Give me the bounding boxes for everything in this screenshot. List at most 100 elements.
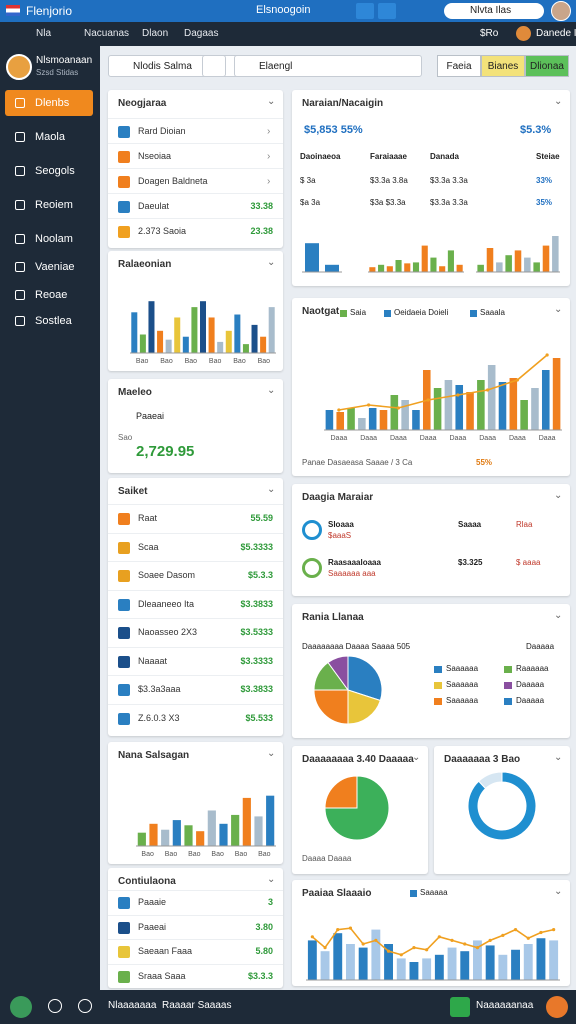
list-row[interactable]: $3.3a3aaa $3.3833 [108, 675, 283, 704]
bar [433, 388, 442, 430]
menu-item[interactable]: Reoiem [5, 192, 93, 218]
bar [390, 395, 399, 430]
menu-item[interactable]: Sostlea [5, 308, 93, 334]
card-menu[interactable]: ⌄ [554, 886, 563, 897]
footer-icon[interactable] [10, 996, 32, 1018]
card-action[interactable]: Daaaaa [526, 642, 555, 651]
menu-item[interactable]: Vaeniae [5, 254, 93, 280]
card: Maeleo ⌄ Paaeai Sao 2,729.95 [108, 379, 283, 473]
footer-link[interactable]: Naaaaaanaa [476, 1000, 534, 1011]
footer-icon[interactable] [48, 999, 62, 1013]
bar [157, 330, 164, 353]
menu-item[interactable]: Dlenbs [5, 90, 93, 116]
avatar[interactable] [551, 1, 571, 21]
legend-swatch [504, 682, 512, 689]
list-row[interactable]: 2.373 Saoia 23.38 [108, 218, 283, 243]
footer-icon[interactable] [546, 996, 568, 1018]
card-menu[interactable]: ⌄ [267, 257, 276, 268]
list-row[interactable]: Naaaat $3.3333 [108, 646, 283, 676]
nav-link[interactable]: Danede Ita [536, 28, 576, 39]
list-row[interactable]: Paaeai 3.80 [108, 914, 283, 940]
nav-item[interactable]: Dlaon [142, 28, 169, 39]
app-title: Flenjorio [26, 4, 73, 18]
chart-area [302, 243, 342, 273]
list-row[interactable]: Soaee Dasom $5.3.3 [108, 561, 283, 590]
list-row[interactable]: Dleaaneeo Ita $3.3833 [108, 589, 283, 619]
line-point [386, 949, 391, 953]
menu-item[interactable]: Reoae [5, 282, 93, 308]
card-title: Saiket [118, 486, 148, 497]
card-menu[interactable]: ⌄ [554, 752, 563, 763]
list-row[interactable]: Raat 55.59 [108, 504, 283, 533]
list-row[interactable]: Paaaie 3 [108, 890, 283, 915]
pie-slice [324, 775, 358, 809]
bar [511, 949, 520, 980]
card-menu[interactable]: ⌄ [267, 484, 276, 495]
list-row[interactable]: Daeulat 33.38 [108, 193, 283, 218]
footer-link[interactable]: Raaaar Saaaas [162, 1000, 232, 1011]
row-value: $5.533 [245, 712, 273, 723]
row-value: 55.59 [250, 513, 273, 524]
nav-item[interactable]: Nla [36, 28, 52, 39]
legend-label: Raaaaaa [516, 664, 549, 673]
card-title: Maeleo [118, 387, 152, 398]
card-menu[interactable]: ⌄ [554, 304, 563, 315]
chart-area [306, 926, 560, 981]
search-input[interactable]: Elaengl [234, 55, 422, 77]
line-point [463, 942, 467, 946]
bar [421, 245, 428, 272]
card-menu[interactable]: ⌄ [554, 96, 563, 107]
menu-item[interactable]: Maola [5, 124, 93, 150]
row-icon [118, 921, 130, 934]
menu-item[interactable]: Noolam [5, 226, 93, 252]
x-tick-label: Bao [209, 358, 222, 365]
nav-link[interactable]: $Ro [480, 28, 499, 39]
card-title: Naraian/Nacaigin [302, 98, 384, 109]
bar [369, 267, 376, 272]
table-cell: $3.3a 3.3a [430, 198, 468, 207]
list-row[interactable]: Z.6.0.3 X3 $5.533 [108, 703, 283, 733]
card-menu[interactable]: ⌄ [412, 752, 421, 763]
user-name: Nlsmoanaan [36, 55, 93, 66]
avatar[interactable] [516, 26, 531, 41]
bar [199, 301, 207, 353]
card-menu[interactable]: ⌄ [554, 610, 563, 621]
list-row[interactable]: Scaa $5.3333 [108, 532, 283, 562]
card-menu[interactable]: ⌄ [267, 748, 276, 759]
footer-icon[interactable] [78, 999, 92, 1013]
bar [368, 408, 377, 430]
card-menu[interactable]: ⌄ [267, 385, 276, 396]
nav-item[interactable]: Nacuanas [84, 28, 130, 39]
row-chevron: › [267, 150, 271, 162]
action-button[interactable]: Dlionaa [525, 55, 569, 77]
search-button[interactable] [202, 55, 226, 77]
list-row[interactable]: Rard Dioian › [108, 118, 283, 143]
menu-item[interactable]: Seogols [5, 158, 93, 184]
action-button[interactable]: Bianes [481, 55, 525, 77]
card-menu[interactable]: ⌄ [267, 96, 276, 107]
list-row[interactable]: Naoasseo 2X3 $3.5333 [108, 618, 283, 647]
tool-button[interactable] [356, 3, 374, 19]
action-button[interactable]: Faeia [437, 55, 481, 77]
bar [531, 388, 539, 430]
list-row[interactable]: Sraaa Saaa $3.3.3 [108, 963, 283, 989]
footer-button[interactable] [450, 997, 470, 1017]
line-point [486, 388, 490, 392]
menu-icon [15, 200, 25, 210]
list-row[interactable]: Saeaan Faaa 5.80 [108, 939, 283, 964]
tool-button[interactable] [378, 3, 396, 19]
footer-link[interactable]: Nlaaaaaaa [108, 1000, 157, 1011]
nav-item[interactable]: Dagaas [184, 28, 219, 39]
bar [477, 264, 484, 272]
card-menu[interactable]: ⌄ [554, 490, 563, 501]
bar [196, 831, 205, 846]
table-header: Faraiaaae [370, 152, 407, 161]
list-row[interactable]: Doagen Baldneta › [108, 168, 283, 193]
status-pill[interactable]: Nlvta Ilas [444, 3, 544, 19]
menu-label: Maola [35, 131, 65, 143]
x-tick-label: Daaa [390, 435, 407, 442]
flag-icon [6, 5, 20, 16]
card-menu[interactable]: ⌄ [267, 874, 276, 885]
list-row[interactable]: Nseoiaa › [108, 143, 283, 168]
